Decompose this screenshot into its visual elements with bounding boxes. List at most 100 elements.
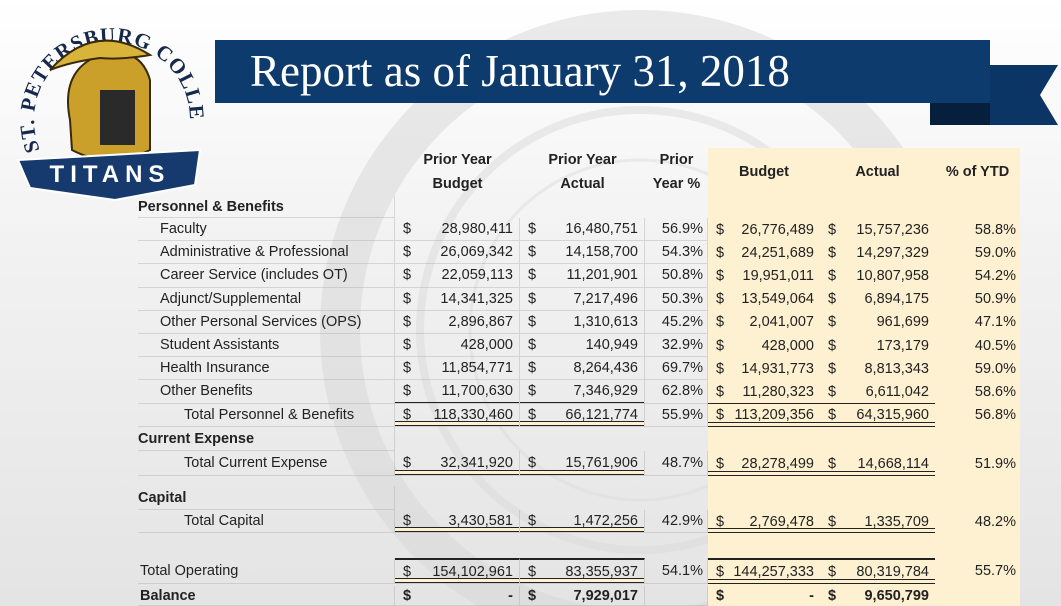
cell: $428,000	[395, 334, 520, 358]
amount: 6,611,042	[865, 383, 929, 400]
amount: 961,699	[876, 314, 929, 331]
amount: 140,949	[585, 337, 638, 354]
cell: $ -	[395, 586, 520, 606]
amount: 144,257,333	[733, 564, 814, 580]
cell: $2,896,867	[395, 310, 520, 334]
row-label: Total Capital	[138, 510, 395, 533]
cell: $118,330,460	[395, 403, 520, 427]
amount: 14,668,114	[857, 455, 930, 472]
cell: 48.2%	[974, 513, 1016, 530]
currency-sign: $	[828, 314, 837, 331]
cell: $113,209,356	[708, 403, 820, 427]
column-header: % of YTD	[935, 148, 1020, 196]
cell: $173,179	[820, 334, 935, 357]
amount: 9,650,799	[864, 588, 929, 604]
currency-sign: $	[403, 337, 412, 354]
currency-sign: $	[716, 314, 725, 331]
currency-sign: $	[403, 383, 412, 400]
row-label: Balance	[138, 586, 395, 606]
currency-sign: $	[716, 244, 725, 261]
amount: 2,041,007	[749, 314, 814, 331]
currency-sign: $	[716, 221, 725, 238]
cell: 62.8%	[645, 380, 708, 404]
column-header: Budget	[708, 148, 820, 196]
cell: $7,217,496	[520, 287, 645, 311]
amount: 24,251,689	[741, 244, 814, 261]
currency-sign: $	[716, 360, 725, 377]
amount: 11,700,630	[441, 383, 514, 400]
cell: $10,807,958	[820, 264, 935, 287]
currency-sign: $	[828, 455, 837, 472]
row-label: Health Insurance	[138, 357, 395, 381]
cell: $154,102,961	[395, 558, 520, 584]
currency-sign: $	[828, 564, 837, 580]
section-title: Current Expense	[138, 427, 395, 451]
cell: $961,699	[820, 311, 935, 334]
row-label: Career Service (includes OT)	[138, 264, 395, 288]
currency-sign: $	[716, 383, 725, 400]
cell: 32.9%	[645, 334, 708, 358]
header-line: Year %	[652, 176, 701, 192]
cell: $11,700,630	[395, 380, 520, 404]
amount: 26,776,489	[741, 221, 814, 238]
currency-sign: $	[528, 290, 537, 307]
cell: 50.9%	[974, 291, 1016, 308]
cell: 48.7%	[645, 451, 708, 476]
cell: 59.0%	[974, 244, 1016, 261]
currency-sign: $	[528, 587, 537, 604]
row-label: Administrative & Professional	[138, 241, 395, 265]
amount: 15,761,906	[565, 455, 638, 471]
section-title: Personnel & Benefits	[138, 196, 395, 218]
amount: 7,217,496	[573, 290, 638, 307]
currency-sign: $	[528, 221, 537, 238]
amount: -	[809, 588, 814, 604]
cell: $83,355,937	[520, 558, 645, 584]
currency-sign: $	[528, 267, 537, 284]
currency-sign: $	[403, 221, 412, 238]
cell: $8,264,436	[520, 357, 645, 381]
cell: $22,059,113	[395, 264, 520, 288]
amount: 2,769,478	[749, 513, 814, 530]
cell: $3,430,581	[395, 510, 520, 533]
currency-sign: $	[528, 244, 537, 261]
row-label: Total Current Expense	[138, 451, 395, 476]
cell: $2,041,007	[708, 311, 820, 334]
amount: 28,278,499	[741, 455, 814, 472]
amount: 64,315,960	[856, 407, 929, 423]
currency-sign: $	[403, 244, 412, 261]
header-line: Prior Year	[423, 152, 492, 168]
currency-sign: $	[528, 455, 537, 471]
amount: 113,209,356	[734, 407, 814, 423]
currency-sign: $	[828, 383, 837, 400]
currency-sign: $	[528, 360, 537, 377]
cell: $14,158,700	[520, 241, 645, 265]
currency-sign: $	[716, 337, 725, 354]
cell: $28,980,411	[395, 218, 520, 242]
column-header: Prior Year Actual	[520, 148, 645, 196]
cell: $1,310,613	[520, 310, 645, 334]
cell: $ -	[708, 586, 820, 606]
currency-sign: $	[828, 513, 837, 530]
amount: 80,319,784	[856, 564, 929, 580]
cell: $1,472,256	[520, 510, 645, 533]
currency-sign: $	[828, 221, 837, 238]
row-label: Faculty	[138, 218, 395, 242]
cell: $11,201,901	[520, 264, 645, 288]
cell: $6,894,175	[820, 288, 935, 311]
logo-banner-text: TITANS	[50, 161, 171, 188]
amount: 118,330,460	[433, 406, 513, 423]
amount: 14,158,700	[565, 244, 638, 261]
amount: 14,341,325	[440, 290, 513, 307]
cell: $66,121,774	[520, 403, 645, 427]
amount: 11,201,901	[566, 267, 639, 284]
highlight-band	[708, 148, 1020, 606]
currency-sign: $	[403, 313, 412, 330]
cell: $80,319,784	[820, 558, 935, 584]
row-label: Student Assistants	[138, 334, 395, 358]
amount: 28,980,411	[441, 221, 514, 238]
cell: 54.2%	[974, 267, 1016, 284]
title-banner	[215, 40, 990, 103]
cell: $26,776,489	[708, 218, 820, 241]
currency-sign: $	[716, 513, 725, 530]
